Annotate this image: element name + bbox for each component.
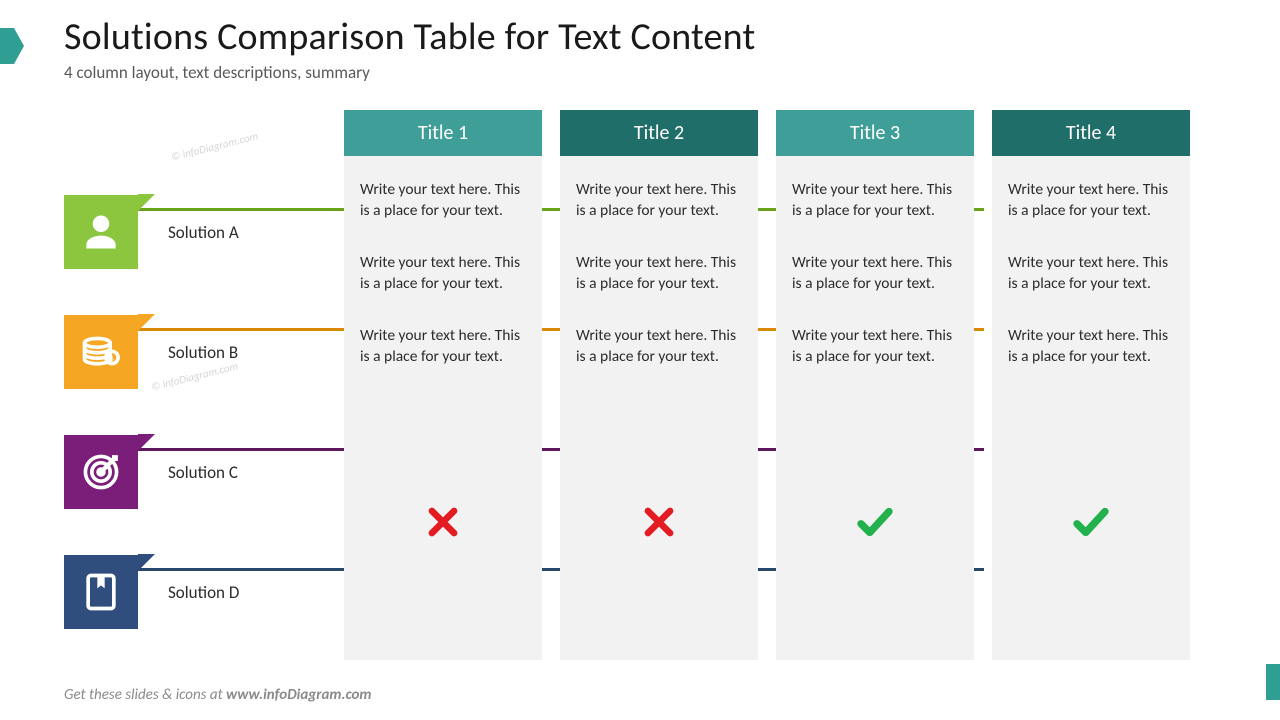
table-cell: Write your text here. This is a place fo… (576, 166, 742, 239)
cross-icon (360, 385, 526, 660)
table-cell: Write your text here. This is a place fo… (1008, 239, 1174, 312)
row-item: Solution A (64, 172, 344, 292)
column: Title 1 Write your text here. This is a p… (344, 110, 542, 660)
target-icon (64, 435, 138, 509)
coins-icon: $ (64, 315, 138, 389)
cross-icon (576, 385, 742, 660)
columns: Title 1 Write your text here. This is a p… (344, 110, 1190, 660)
column-header: Title 1 (344, 110, 542, 156)
table-cell: Write your text here. This is a place fo… (792, 166, 958, 239)
page-subtitle: 4 column layout, text descriptions, summ… (64, 62, 1280, 83)
column-header: Title 3 (776, 110, 974, 156)
footer-prefix: Get these slides & icons at (64, 686, 226, 704)
row-label: Solution A (168, 222, 239, 243)
table-cell: Write your text here. This is a place fo… (792, 239, 958, 312)
check-icon (1008, 385, 1174, 660)
row-item: Solution C (64, 412, 344, 532)
table-cell: Write your text here. This is a place fo… (576, 239, 742, 312)
table-cell: Write your text here. This is a place fo… (360, 166, 526, 239)
table-cell: Write your text here. This is a place fo… (360, 239, 526, 312)
row-label: Solution D (168, 582, 239, 603)
footer-link: www.infoDiagram.com (226, 686, 371, 704)
column-header: Title 4 (992, 110, 1190, 156)
footer: Get these slides & icons at www.infoDiag… (64, 686, 371, 704)
person-icon (64, 195, 138, 269)
column: Title 2 Write your text here. This is a p… (560, 110, 758, 660)
page-title: Solutions Comparison Table for Text Cont… (64, 14, 1280, 60)
table-cell: Write your text here. This is a place fo… (1008, 312, 1174, 385)
column: Title 3 Write your text here. This is a p… (776, 110, 974, 660)
svg-text:$: $ (110, 354, 114, 364)
header: Solutions Comparison Table for Text Cont… (0, 0, 1280, 83)
column-header: Title 2 (560, 110, 758, 156)
column-body: Write your text here. This is a place fo… (776, 156, 974, 660)
column-body: Write your text here. This is a place fo… (560, 156, 758, 660)
accent-shape-right (1266, 664, 1280, 700)
table-cell: Write your text here. This is a place fo… (792, 312, 958, 385)
column: Title 4 Write your text here. This is a p… (992, 110, 1190, 660)
row-labels: Solution A $ Solution B Solution C Solution … (64, 110, 344, 660)
row-label: Solution C (168, 462, 238, 483)
check-icon (792, 385, 958, 660)
column-body: Write your text here. This is a place fo… (992, 156, 1190, 660)
table-cell: Write your text here. This is a place fo… (360, 312, 526, 385)
table-cell: Write your text here. This is a place fo… (1008, 166, 1174, 239)
bookmark-icon (64, 555, 138, 629)
comparison-grid: Solution A $ Solution B Solution C Solution … (64, 110, 1190, 660)
table-cell: Write your text here. This is a place fo… (576, 312, 742, 385)
row-label: Solution B (168, 342, 238, 363)
accent-shape-left (0, 28, 14, 64)
row-item: $ Solution B (64, 292, 344, 412)
row-item: Solution D (64, 532, 344, 652)
column-body: Write your text here. This is a place fo… (344, 156, 542, 660)
